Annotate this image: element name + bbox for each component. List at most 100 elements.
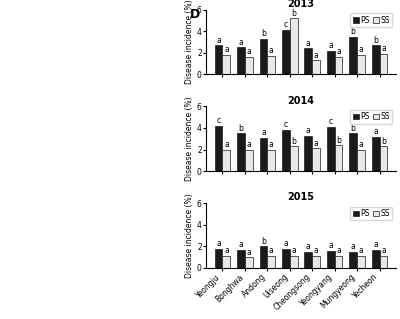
Text: a: a [328, 241, 333, 250]
Bar [304, 48, 312, 74]
Bar [267, 150, 275, 171]
Text: a: a [314, 139, 318, 148]
Text: b: b [351, 124, 356, 133]
Bar [260, 138, 267, 171]
Bar [349, 133, 357, 171]
Text: a: a [246, 48, 251, 56]
Text: b: b [261, 237, 266, 246]
Bar [245, 57, 253, 74]
Bar [222, 55, 230, 74]
Text: a: a [306, 242, 311, 251]
Bar [380, 256, 387, 268]
Text: a: a [216, 239, 221, 248]
Bar [215, 126, 222, 171]
Text: a: a [306, 126, 311, 135]
Bar [222, 256, 230, 268]
Legend: PS, SS: PS, SS [350, 207, 392, 220]
Text: a: a [328, 41, 333, 50]
Text: b: b [381, 137, 386, 146]
Bar [290, 256, 298, 268]
Text: a: a [216, 36, 221, 45]
Bar [357, 256, 365, 268]
Text: a: a [314, 246, 318, 256]
Text: a: a [359, 246, 363, 256]
Bar [304, 136, 312, 171]
Text: a: a [351, 242, 356, 251]
Text: c: c [284, 121, 288, 130]
Text: a: a [373, 127, 378, 136]
Bar [267, 56, 275, 74]
Text: b: b [238, 124, 244, 133]
Text: a: a [261, 128, 266, 137]
Bar [237, 249, 245, 268]
Bar [327, 127, 335, 171]
Bar [335, 145, 342, 171]
Bar [372, 249, 380, 268]
Text: a: a [381, 246, 386, 256]
Text: a: a [336, 246, 341, 256]
Y-axis label: Disease incidence (%): Disease incidence (%) [185, 0, 194, 84]
Bar [304, 252, 312, 268]
Bar [335, 256, 342, 268]
Text: a: a [224, 246, 229, 256]
Text: b: b [351, 27, 356, 36]
Bar [380, 54, 387, 74]
Text: a: a [359, 140, 363, 149]
Bar [215, 45, 222, 74]
Y-axis label: Disease incidence (%): Disease incidence (%) [185, 96, 194, 181]
Bar [357, 55, 365, 74]
Legend: PS, SS: PS, SS [350, 13, 392, 27]
Bar [282, 130, 290, 171]
Text: c: c [329, 117, 333, 126]
Text: a: a [239, 38, 243, 47]
Bar [267, 256, 275, 268]
Text: a: a [381, 44, 386, 53]
Text: b: b [261, 29, 266, 38]
Text: a: a [269, 140, 274, 149]
Bar [312, 256, 320, 268]
Title: 2014: 2014 [288, 96, 314, 106]
Text: a: a [224, 140, 229, 149]
Text: a: a [359, 45, 363, 54]
Text: a: a [373, 240, 378, 249]
Bar [312, 148, 320, 171]
Text: a: a [246, 140, 251, 149]
Bar [245, 257, 253, 268]
Bar [260, 39, 267, 74]
Bar [349, 252, 357, 268]
Y-axis label: Disease incidence (%): Disease incidence (%) [185, 193, 194, 278]
Title: 2013: 2013 [288, 0, 314, 9]
Text: b: b [336, 136, 341, 145]
Bar [312, 60, 320, 74]
Text: b: b [373, 36, 378, 45]
Bar [282, 30, 290, 74]
Text: c: c [284, 20, 288, 29]
Text: a: a [314, 51, 318, 60]
Bar [327, 251, 335, 268]
Bar [335, 57, 342, 74]
Bar [282, 249, 290, 268]
Bar [260, 246, 267, 268]
Legend: PS, SS: PS, SS [350, 110, 392, 124]
Bar [237, 133, 245, 171]
Text: a: a [246, 248, 251, 256]
Text: a: a [224, 45, 229, 54]
Bar [237, 48, 245, 74]
Text: a: a [336, 48, 341, 56]
Bar [290, 18, 298, 74]
Text: a: a [291, 246, 296, 256]
Text: a: a [239, 240, 243, 249]
Text: c: c [216, 116, 221, 125]
Text: b: b [291, 9, 296, 18]
Bar [349, 37, 357, 74]
Bar [357, 150, 365, 171]
Text: D: D [190, 8, 200, 21]
Title: 2015: 2015 [288, 192, 314, 202]
Text: b: b [291, 137, 296, 146]
Bar [290, 146, 298, 171]
Bar [215, 249, 222, 268]
Text: a: a [306, 39, 311, 48]
Bar [245, 150, 253, 171]
Bar [372, 45, 380, 74]
Text: a: a [269, 246, 274, 256]
